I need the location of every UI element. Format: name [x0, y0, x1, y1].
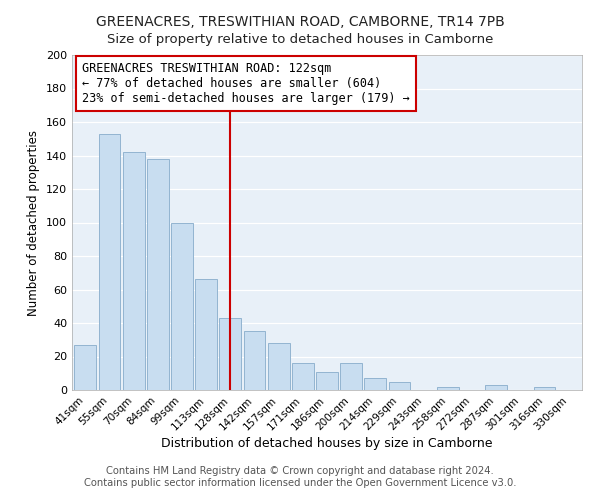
Bar: [98, 134, 121, 390]
Text: Contains HM Land Registry data © Crown copyright and database right 2024.
Contai: Contains HM Land Registry data © Crown c…: [84, 466, 516, 487]
Text: GREENACRES, TRESWITHIAN ROAD, CAMBORNE, TR14 7PB: GREENACRES, TRESWITHIAN ROAD, CAMBORNE, …: [95, 15, 505, 29]
Bar: [485, 385, 507, 390]
Bar: [268, 343, 290, 390]
Bar: [389, 382, 410, 390]
Bar: [147, 159, 169, 390]
Bar: [437, 386, 459, 390]
Bar: [171, 222, 193, 390]
Y-axis label: Number of detached properties: Number of detached properties: [28, 130, 40, 316]
Bar: [244, 332, 265, 390]
Bar: [74, 345, 96, 390]
Bar: [195, 280, 217, 390]
Bar: [364, 378, 386, 390]
Text: Size of property relative to detached houses in Camborne: Size of property relative to detached ho…: [107, 32, 493, 46]
Text: GREENACRES TRESWITHIAN ROAD: 122sqm
← 77% of detached houses are smaller (604)
2: GREENACRES TRESWITHIAN ROAD: 122sqm ← 77…: [82, 62, 410, 104]
Bar: [123, 152, 145, 390]
Bar: [533, 386, 556, 390]
Bar: [220, 318, 241, 390]
Bar: [292, 363, 314, 390]
Bar: [316, 372, 338, 390]
X-axis label: Distribution of detached houses by size in Camborne: Distribution of detached houses by size …: [161, 438, 493, 450]
Bar: [340, 363, 362, 390]
